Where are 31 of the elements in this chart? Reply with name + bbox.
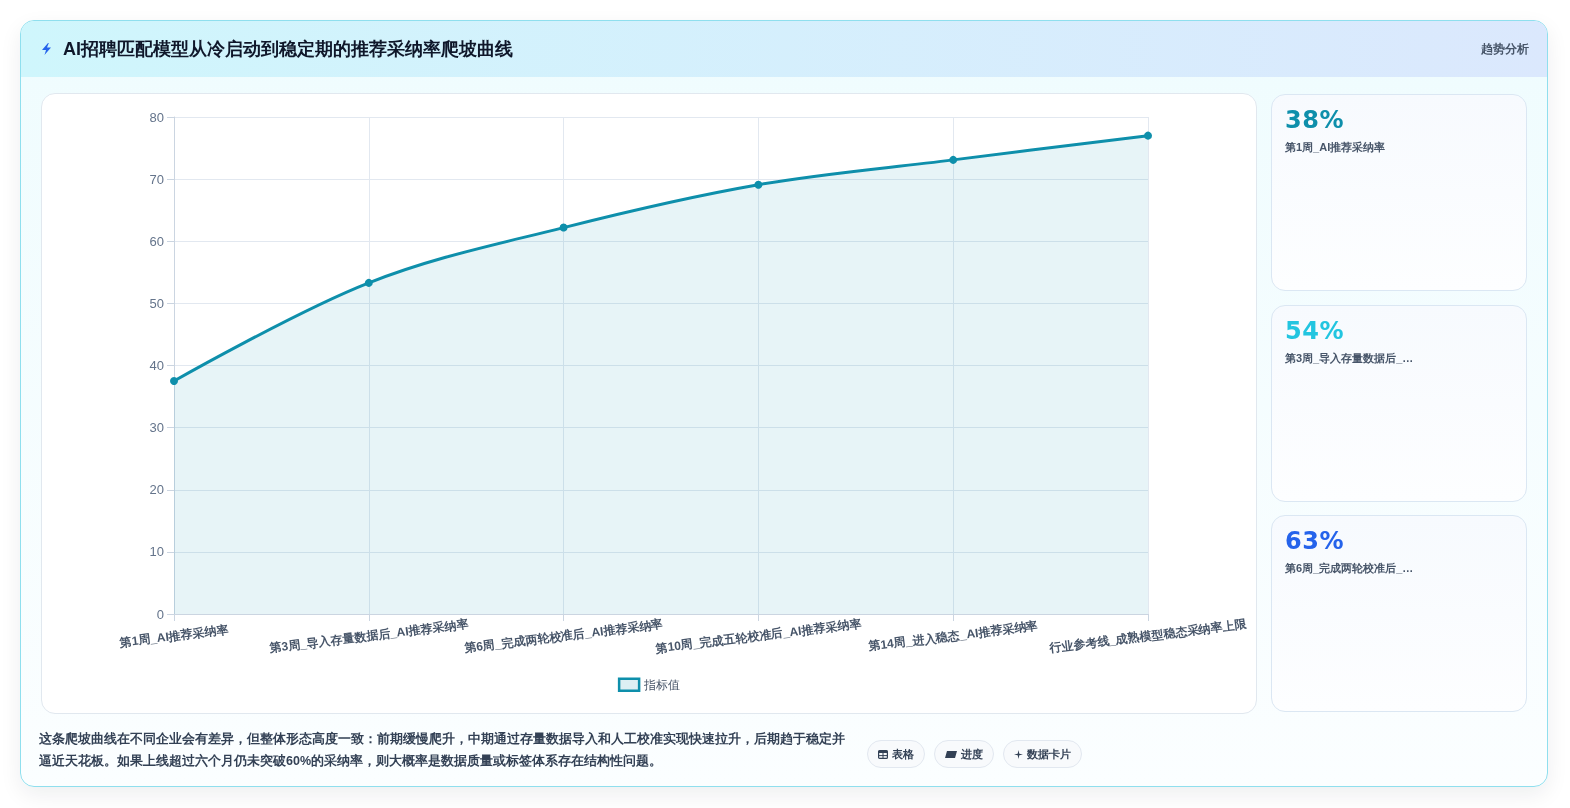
legend-label: 指标值 — [643, 677, 681, 692]
point — [949, 155, 958, 164]
text: 38% — [1285, 106, 1344, 134]
point — [754, 180, 763, 189]
x-tick-label: 行业参考线_成熟模型稳态采纳率上限 — [1047, 616, 1249, 656]
button[interactable]: 进度 — [934, 740, 994, 768]
point — [559, 223, 568, 232]
y-tick-label: 50 — [149, 295, 164, 311]
text: 第3周_导入存量数据后_… — [1285, 350, 1414, 366]
text: 54% — [1285, 316, 1344, 345]
point — [170, 377, 178, 386]
y-tick-label: 0 — [156, 606, 164, 622]
chart-title: AI招聘匹配模型从冷启动到稳定期的推荐采纳率爬坡曲线 — [63, 38, 513, 61]
button[interactable]: 表格 — [867, 740, 925, 768]
point — [1144, 131, 1152, 140]
text: 趋势分析 — [1481, 41, 1529, 58]
y-tick-label: 80 — [149, 109, 164, 125]
y-tick-label: 40 — [149, 358, 164, 373]
x-tick-label: 第1周_AI推荐采纳率 — [117, 622, 230, 650]
x-tick-label: 第14周_进入稳态_AI推荐采纳率 — [866, 618, 1039, 654]
y-tick-label: 70 — [149, 171, 164, 187]
y-tick-label: 10 — [149, 544, 164, 560]
point — [364, 278, 373, 287]
text: 第1周_AI推荐采纳率 — [1285, 140, 1386, 155]
text: 63% — [1285, 527, 1344, 555]
y-tick-label: 30 — [149, 420, 164, 436]
y-tick-label: 20 — [149, 482, 164, 498]
y-tick-label: 60 — [149, 233, 164, 249]
button[interactable]: 数据卡片 — [1003, 740, 1082, 768]
text: 第6周_完成两轮校准后_… — [1285, 561, 1414, 576]
text: 这条爬坡曲线在不同企业会有差异，但整体形态高度一致：前期缓慢爬升，中期通过存量数据导入和人工校准实现快速拉升，后期趋于稳定并逼近天花板。如果上线超过六个月仍未突破60%的采纳率，则大概率是数据质量或标签体系存在结构性问题。 — [39, 730, 846, 770]
